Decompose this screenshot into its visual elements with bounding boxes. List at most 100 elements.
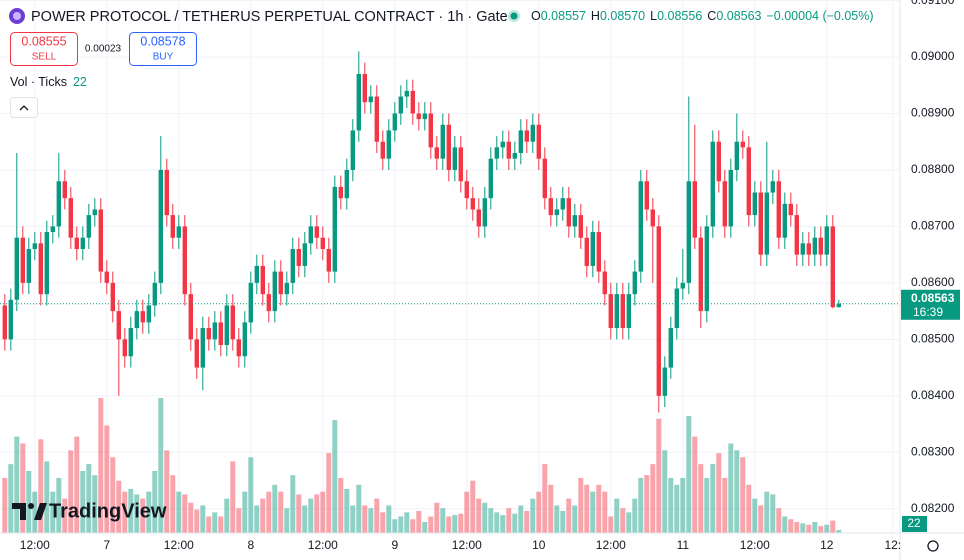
candle-body	[494, 147, 499, 159]
candle-body	[812, 237, 817, 255]
collapse-button[interactable]	[10, 97, 38, 118]
buy-price[interactable]: 0.08578	[140, 34, 185, 48]
ohlc-change: −0.00004 (−0.05%)	[767, 9, 874, 23]
volume-bar	[446, 516, 452, 533]
volume-bar	[728, 443, 734, 533]
volume-bar	[170, 475, 176, 533]
candle-body	[68, 198, 73, 238]
candle-body	[152, 282, 157, 306]
candle-body	[530, 124, 535, 142]
candle-body	[116, 311, 121, 340]
y-tick-label: 0.09100	[911, 0, 955, 7]
volume-bar	[464, 491, 470, 533]
volume-bar	[224, 498, 230, 533]
buy-button[interactable]: 0.08578 BUY	[129, 32, 197, 66]
volume-bar	[332, 420, 338, 533]
volume-bar	[800, 523, 806, 533]
candle-body	[746, 147, 751, 216]
sell-price[interactable]: 0.08555	[21, 34, 66, 48]
candle-body	[380, 141, 385, 159]
candle-body	[776, 181, 781, 238]
volume-bar	[182, 494, 188, 533]
candle-body	[356, 73, 361, 131]
volume-bar	[662, 450, 668, 533]
candle-body	[386, 130, 391, 159]
volume-bar	[344, 488, 350, 533]
candle-body	[332, 186, 337, 272]
candle-body	[362, 73, 367, 103]
volume-bar	[386, 505, 392, 533]
volume-bar	[176, 491, 182, 533]
y-tick-label: 0.08900	[911, 106, 955, 120]
ohlc-value: 0.08563	[716, 9, 761, 23]
settings-icon[interactable]	[927, 540, 939, 552]
x-tick-label: 9	[391, 538, 398, 552]
candle-body	[50, 226, 55, 233]
candle-body	[668, 328, 673, 368]
candle-body	[170, 215, 175, 238]
volume-bar	[116, 480, 122, 533]
volume-bar	[20, 443, 26, 533]
volume-bar	[482, 502, 488, 533]
buy-label[interactable]: BUY	[153, 52, 174, 63]
volume-bar	[722, 477, 728, 533]
candle-body	[2, 305, 7, 340]
volume-bar	[692, 436, 698, 533]
candle-body	[230, 305, 235, 340]
collapse-icon[interactable]	[19, 105, 29, 111]
volume-bar	[578, 477, 584, 533]
y-tick-label: 0.08200	[911, 501, 955, 515]
candle-body	[404, 90, 409, 97]
candle-body	[602, 271, 607, 295]
candle-body	[506, 141, 511, 159]
candle-body	[638, 181, 643, 272]
candle-body	[662, 367, 667, 396]
volume-bar	[416, 510, 422, 533]
buy-box[interactable]	[129, 32, 197, 66]
sell-box[interactable]	[10, 32, 78, 66]
candle-body	[290, 248, 295, 283]
axes: 0.09100 0.09000 0.08900 0.08800 0.08700 0.086…	[20, 0, 960, 552]
volume-bar	[428, 516, 434, 533]
candle-body	[674, 288, 679, 329]
candle-body	[818, 237, 823, 255]
volume-bar	[638, 477, 644, 533]
candle-body	[134, 311, 139, 329]
volume-bar	[680, 477, 686, 533]
candle-body	[596, 232, 601, 272]
candle-body	[686, 181, 691, 283]
volume-bar	[836, 529, 842, 533]
volume-bar	[554, 505, 560, 533]
candle-body	[452, 147, 457, 170]
candle-body	[218, 322, 223, 345]
sell-label[interactable]: SELL	[32, 52, 57, 63]
volume-bar	[494, 512, 500, 533]
candle-body	[266, 294, 271, 312]
volume-bar	[62, 498, 68, 533]
volume-bar	[440, 508, 446, 533]
volume-bar	[422, 521, 428, 533]
ohlc-value: 0.08570	[600, 9, 645, 23]
candle-body	[560, 198, 565, 210]
candle-body	[782, 203, 787, 238]
volume-bar	[68, 450, 74, 533]
candle-body	[260, 265, 265, 295]
logo-dot	[28, 503, 34, 509]
volume-bar	[686, 415, 692, 533]
candle-body	[110, 282, 115, 312]
ohlc-key: C	[707, 9, 716, 23]
sell-button[interactable]: 0.08555 SELL	[10, 32, 78, 66]
x-tick-label: 12:00	[596, 538, 626, 552]
candle-body	[764, 192, 769, 255]
volume-bar	[608, 516, 614, 533]
volume-bar	[146, 491, 152, 533]
candle-body	[254, 265, 259, 283]
candle-body	[830, 226, 835, 308]
candle-body	[26, 248, 31, 283]
volume-bar	[278, 491, 284, 533]
candle-body	[410, 90, 415, 114]
volume-bar	[308, 498, 314, 533]
grid	[0, 0, 900, 533]
volume-bar	[362, 505, 368, 533]
volume-bar	[380, 512, 386, 533]
